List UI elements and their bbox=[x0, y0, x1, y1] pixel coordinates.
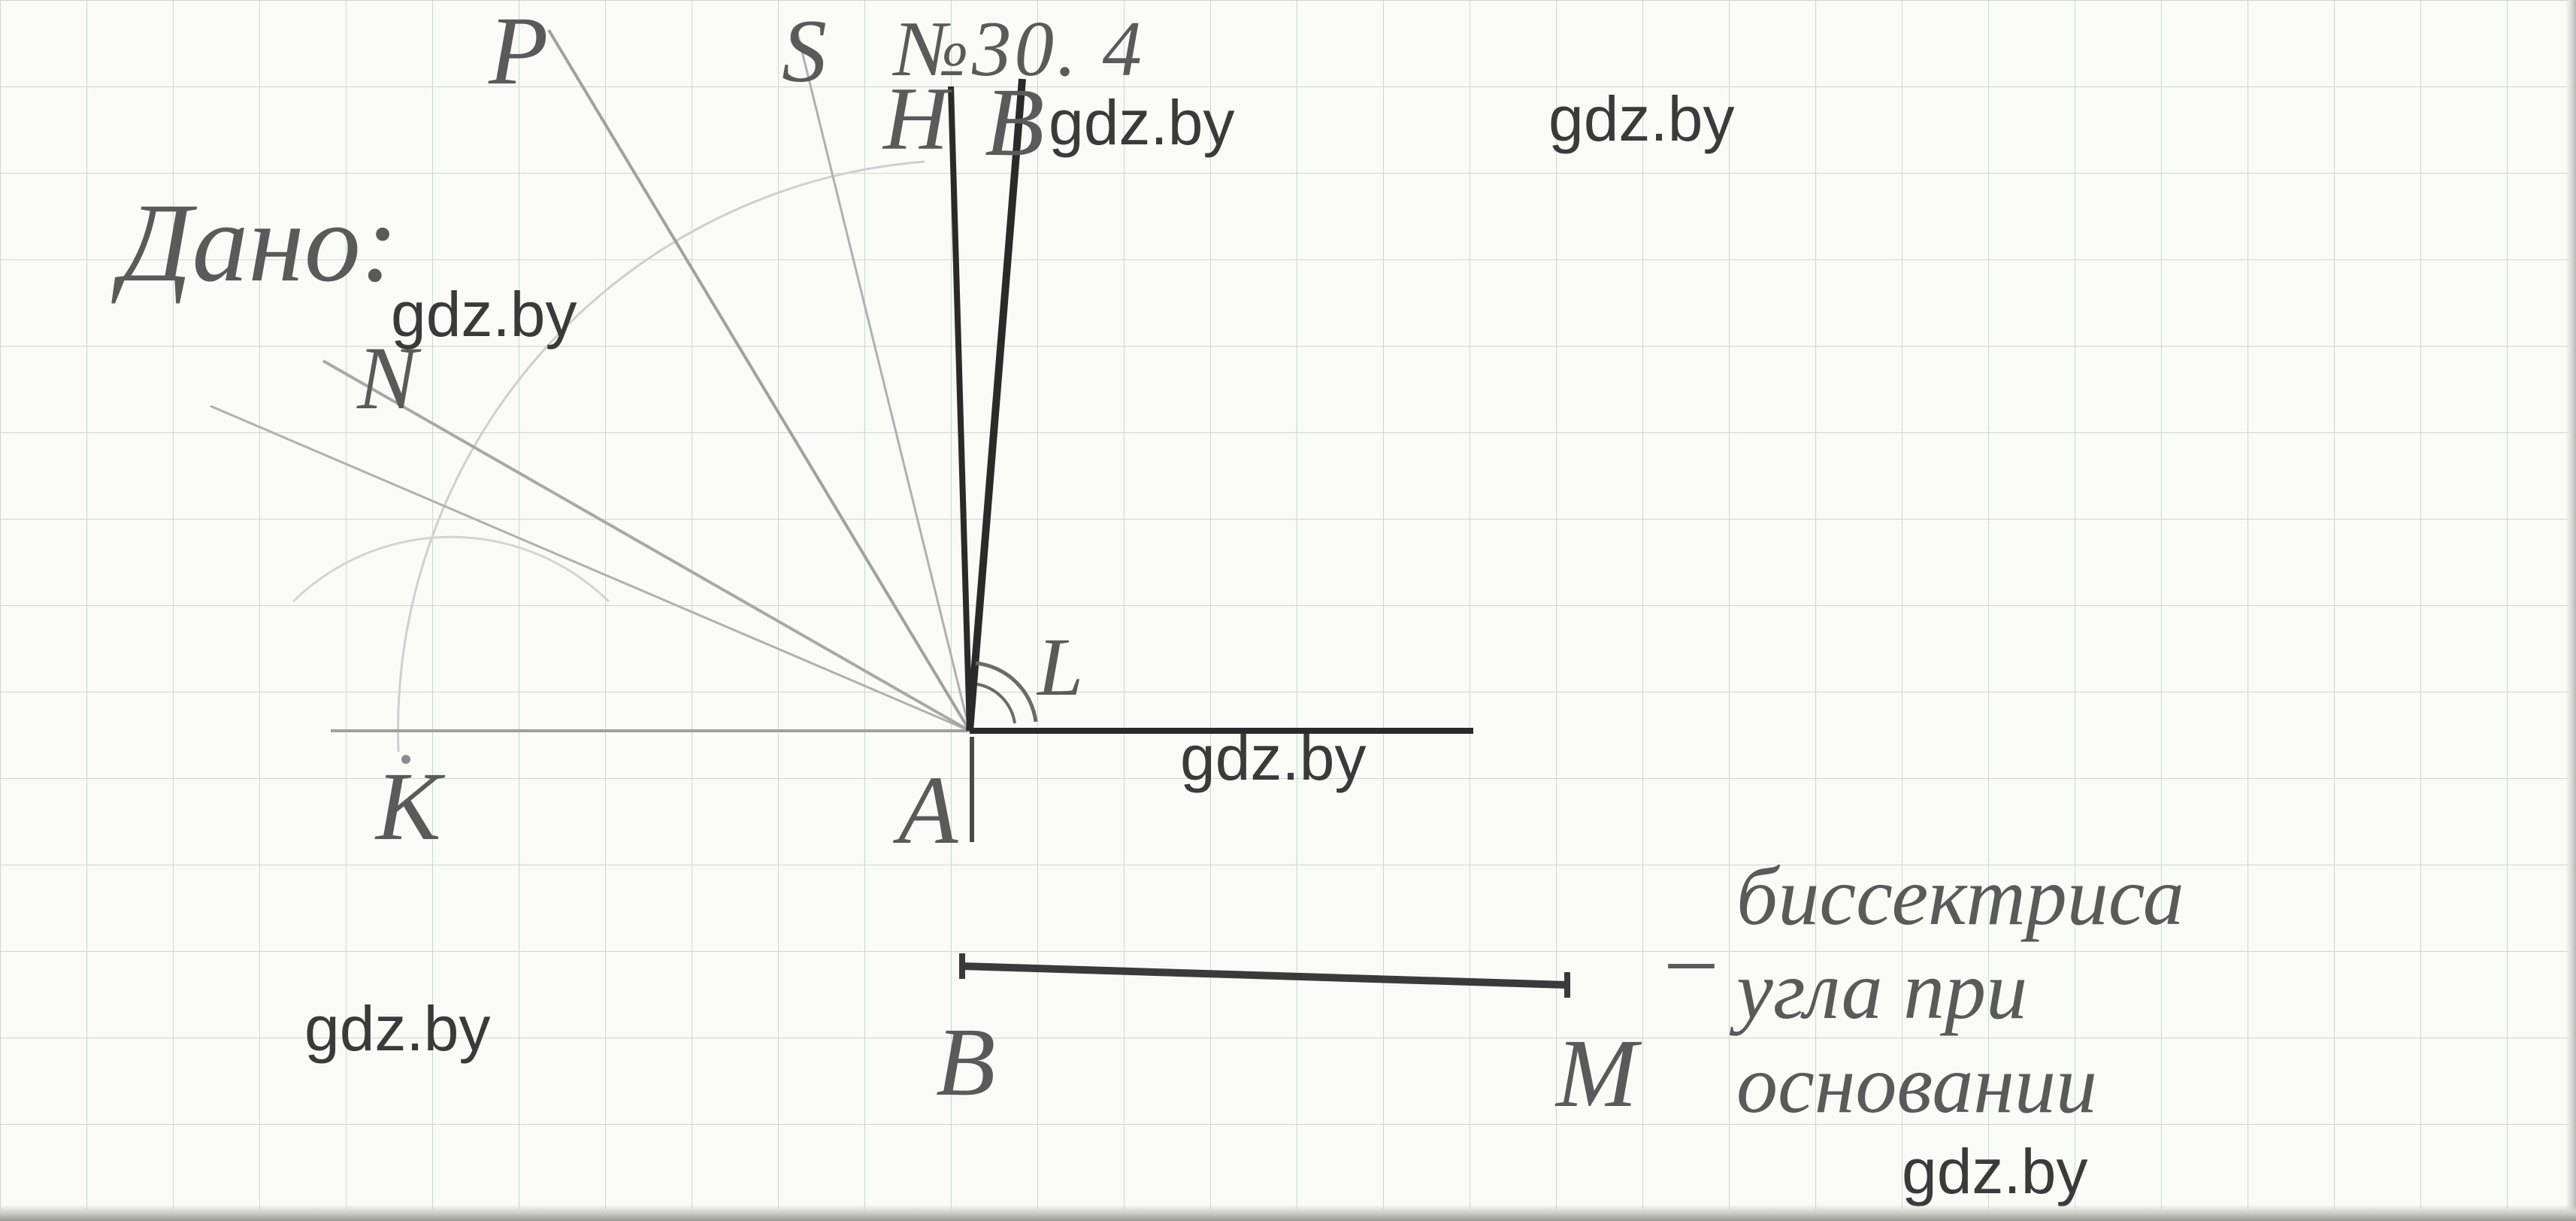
page-bottom-edge bbox=[0, 1204, 2576, 1221]
label-M: M bbox=[1556, 1023, 1637, 1126]
label-L: L bbox=[1037, 624, 1083, 711]
watermark-4: gdz.by bbox=[1180, 722, 1367, 795]
watermark-6: gdz.by bbox=[1902, 1135, 2088, 1208]
bisector-note-line2: угла при bbox=[1736, 944, 2184, 1038]
label-P: P bbox=[489, 0, 548, 103]
label-H: H bbox=[883, 71, 949, 166]
label-dano: Дано: bbox=[120, 184, 398, 303]
label-dash: – bbox=[1669, 910, 1714, 1004]
bisector-note-line1: биссектриса bbox=[1736, 850, 2184, 944]
watermark-3: gdz.by bbox=[391, 278, 577, 351]
watermark-1: gdz.by bbox=[1049, 86, 1235, 159]
bisector-note-line3: основании bbox=[1736, 1038, 2184, 1132]
bisector-note: биссектриса угла при основании bbox=[1736, 850, 2184, 1132]
label-B-upper: B bbox=[985, 71, 1044, 174]
watermark-2: gdz.by bbox=[1548, 83, 1735, 156]
page-right-edge bbox=[2565, 0, 2576, 1221]
label-B-lower: B bbox=[936, 1011, 995, 1114]
label-K: K bbox=[376, 756, 441, 859]
watermark-5: gdz.by bbox=[304, 992, 491, 1065]
label-A: A bbox=[898, 759, 958, 862]
label-S: S bbox=[782, 4, 827, 98]
